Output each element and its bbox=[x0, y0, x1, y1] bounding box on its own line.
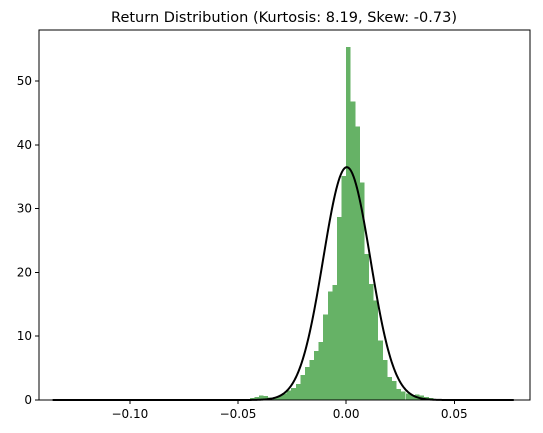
y-tick-label: 10 bbox=[17, 329, 32, 343]
histogram-bar bbox=[364, 253, 370, 400]
x-tick-label: −0.05 bbox=[220, 407, 257, 421]
plot-frame bbox=[38, 29, 531, 401]
x-axis: −0.10 −0.05 0.00 0.05 bbox=[111, 400, 468, 421]
chart-title: Return Distribution (Kurtosis: 8.19, Ske… bbox=[111, 10, 457, 26]
histogram-bar bbox=[309, 359, 314, 400]
histogram-bar bbox=[314, 350, 319, 400]
y-tick-label: 50 bbox=[17, 74, 32, 88]
histogram-bar bbox=[337, 216, 342, 400]
y-tick-label: 0 bbox=[24, 393, 32, 407]
histogram-bar bbox=[258, 395, 264, 400]
histogram-bar bbox=[263, 396, 269, 400]
histogram-bar bbox=[378, 340, 383, 400]
x-tick-label: −0.10 bbox=[111, 407, 148, 421]
histogram-bar bbox=[304, 366, 310, 400]
histogram-bar bbox=[277, 396, 282, 400]
histogram-bar bbox=[295, 384, 301, 400]
y-tick-label: 40 bbox=[17, 138, 32, 152]
histogram-bar bbox=[373, 300, 379, 400]
y-tick-label: 30 bbox=[17, 202, 32, 216]
histogram-bar bbox=[369, 283, 374, 400]
normal-density-curve bbox=[52, 166, 514, 401]
y-tick-label: 20 bbox=[17, 265, 32, 279]
histogram-bar bbox=[382, 359, 388, 400]
histogram-bar bbox=[323, 314, 328, 400]
histogram-bar bbox=[254, 397, 260, 400]
x-tick-label: 0.00 bbox=[333, 407, 360, 421]
histogram-bar bbox=[332, 285, 337, 400]
histogram-bar bbox=[401, 391, 406, 400]
histogram-bar bbox=[350, 101, 356, 400]
histogram-bar bbox=[300, 375, 305, 400]
histogram-bar bbox=[410, 394, 415, 400]
histogram-bar bbox=[281, 393, 287, 400]
histogram-bar bbox=[341, 176, 347, 400]
histogram-bar bbox=[286, 390, 292, 400]
histogram-bar bbox=[392, 380, 397, 400]
histogram-bar bbox=[359, 182, 365, 400]
histogram-bar bbox=[291, 387, 296, 400]
x-tick-label: 0.05 bbox=[441, 407, 468, 421]
histogram-bar bbox=[387, 377, 393, 400]
y-axis: 0 10 20 30 40 50 bbox=[17, 74, 39, 407]
histogram-bar bbox=[396, 389, 402, 400]
histogram-bar bbox=[327, 291, 333, 400]
histogram-bar bbox=[405, 393, 411, 400]
histogram-bar bbox=[355, 126, 360, 400]
histogram-bar bbox=[318, 341, 324, 400]
histogram-bar bbox=[346, 47, 351, 400]
